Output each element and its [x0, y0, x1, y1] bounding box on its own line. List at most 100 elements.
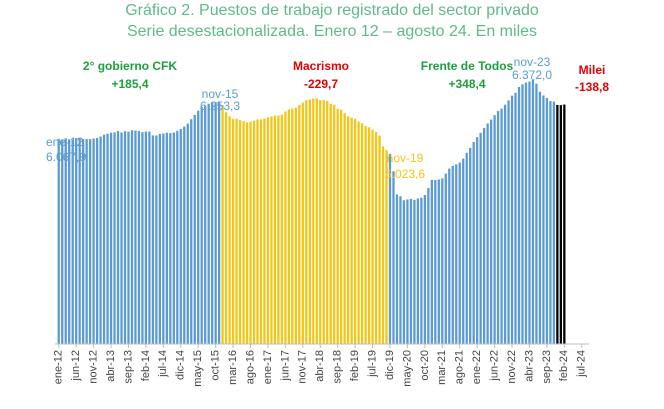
bar-abr-16: [235, 118, 238, 344]
bar-feb-17: [270, 116, 273, 344]
tick-label-ago-16: ago-16: [244, 350, 256, 384]
tick-label-dic-14: dic-14: [175, 350, 187, 380]
bar-may-18: [322, 100, 325, 344]
chart-subtitle: Serie desestacionalizada. Enero 12 – ago…: [126, 23, 538, 40]
bar-nov-16: [259, 119, 263, 345]
bar-jul-19: [371, 129, 374, 344]
bar-ago-22: [500, 108, 503, 344]
bar-sep-22: [503, 104, 507, 344]
bar-abr-19: [360, 123, 364, 344]
bar-feb-14: [144, 131, 148, 344]
bar-abr-23: [528, 81, 531, 344]
bar-sep-21: [462, 158, 465, 344]
bar-ago-21: [458, 162, 461, 344]
bar-nov-12: [92, 138, 95, 344]
bar-mar-21: [441, 178, 444, 344]
bar-abr-15: [193, 114, 196, 345]
tick-label-oct-20: oct-20: [419, 350, 431, 381]
bar-sep-23: [545, 97, 549, 344]
tick-label-jul-24: jul-24: [576, 350, 588, 378]
bar-dic-12: [95, 137, 99, 344]
bar-nov-21: [469, 147, 472, 344]
period-change-2-gobierno-cfk: +185,4: [111, 77, 148, 91]
bar-jun-15: [200, 107, 203, 344]
bar-jun-12: [75, 138, 78, 344]
bar-oct-15: [214, 102, 217, 344]
bar-nov-20: [427, 188, 430, 344]
tick-label-abr-23: abr-23: [523, 350, 535, 382]
bar-jun-14: [158, 133, 162, 344]
bar-jun-17: [284, 111, 287, 345]
bar-jun-22: [493, 115, 496, 345]
tick-label-jun-22: jun-22: [489, 350, 501, 382]
bar-ago-12: [82, 138, 85, 344]
bar-jul-21: [455, 164, 458, 344]
bar-sep-19: [378, 135, 381, 344]
tick-label-ago-21: ago-21: [454, 350, 466, 384]
bar-abr-18: [319, 100, 322, 344]
bar-dic-19: [388, 153, 392, 344]
bar-dic-16: [263, 118, 266, 344]
bar-abr-13: [109, 132, 113, 344]
bar-oct-13: [130, 130, 134, 344]
tick-label-ene-12: ene-12: [53, 350, 65, 384]
bar-may-12: [71, 139, 74, 344]
annotation-value-nov-23: 6.372,0: [512, 68, 552, 82]
bar-oct-12: [88, 139, 92, 344]
period-change-frente-de-todos: +348,4: [448, 77, 485, 91]
tick-label-mar-16: mar-16: [227, 350, 239, 385]
bar-jul-12: [78, 138, 81, 344]
bar-mar-17: [273, 115, 277, 344]
bar-jun-18: [326, 100, 329, 345]
bar-ene-12: [57, 138, 60, 344]
bar-mar-19: [357, 121, 360, 345]
annotation-value-nov-19: 6.023,6: [385, 167, 425, 181]
period-name-frente-de-todos: Frente de Todos: [421, 59, 514, 73]
bar-sep-12: [85, 139, 88, 344]
bar-jun-23: [535, 83, 538, 344]
bar-nov-14: [176, 130, 179, 344]
bar-oct-19: [381, 146, 385, 344]
bar-mar-12: [64, 138, 67, 344]
bar-dic-14: [179, 129, 182, 344]
bar-ago-16: [249, 121, 252, 345]
tick-label-jun-12: jun-12: [70, 350, 82, 382]
bar-ene-16: [224, 112, 228, 344]
period-name-2-gobierno-cfk: 2° gobierno CFK: [83, 59, 177, 73]
period-name-macrismo: Macrismo: [293, 59, 349, 73]
bar-may-19: [364, 125, 367, 345]
bar-nov-22: [510, 95, 514, 344]
bar-may-14: [155, 135, 158, 344]
tick-label-sep-18: sep-18: [332, 350, 344, 384]
bar-dic-21: [472, 141, 475, 344]
period-name-milei: Milei: [579, 63, 606, 77]
bar-abr-22: [486, 123, 489, 344]
tick-label-oct-15: oct-15: [210, 350, 222, 381]
bar-jun-13: [116, 130, 120, 344]
bar-dic-23: [556, 104, 559, 345]
bar-oct-16: [256, 119, 259, 345]
bar-abr-12: [68, 139, 71, 344]
bar-sep-15: [211, 102, 214, 344]
bar-nov-17: [301, 102, 304, 344]
bar-ago-20: [416, 198, 420, 344]
bar-may-21: [448, 168, 451, 344]
bar-may-17: [280, 114, 284, 345]
bar-dic-15: [221, 104, 224, 345]
bar-ene-17: [266, 117, 270, 345]
bar-feb-19: [353, 118, 357, 344]
bar-abr-21: [444, 173, 447, 344]
bar-jul-20: [413, 199, 416, 344]
bar-jul-17: [287, 109, 291, 344]
tick-label-dic-19: dic-19: [384, 350, 396, 380]
tick-label-sep-13: sep-13: [122, 350, 134, 384]
bar-ago-13: [123, 131, 127, 344]
bar-dic-22: [514, 92, 517, 345]
bar-ago-18: [333, 104, 336, 344]
tick-label-mar-21: mar-21: [436, 350, 448, 385]
annotation-date-nov-23: nov-23: [514, 55, 551, 69]
bar-sep-14: [169, 133, 172, 344]
tick-label-sep-23: sep-23: [541, 350, 553, 384]
bar-may-15: [197, 110, 200, 345]
tick-label-may-20: may-20: [401, 350, 413, 387]
